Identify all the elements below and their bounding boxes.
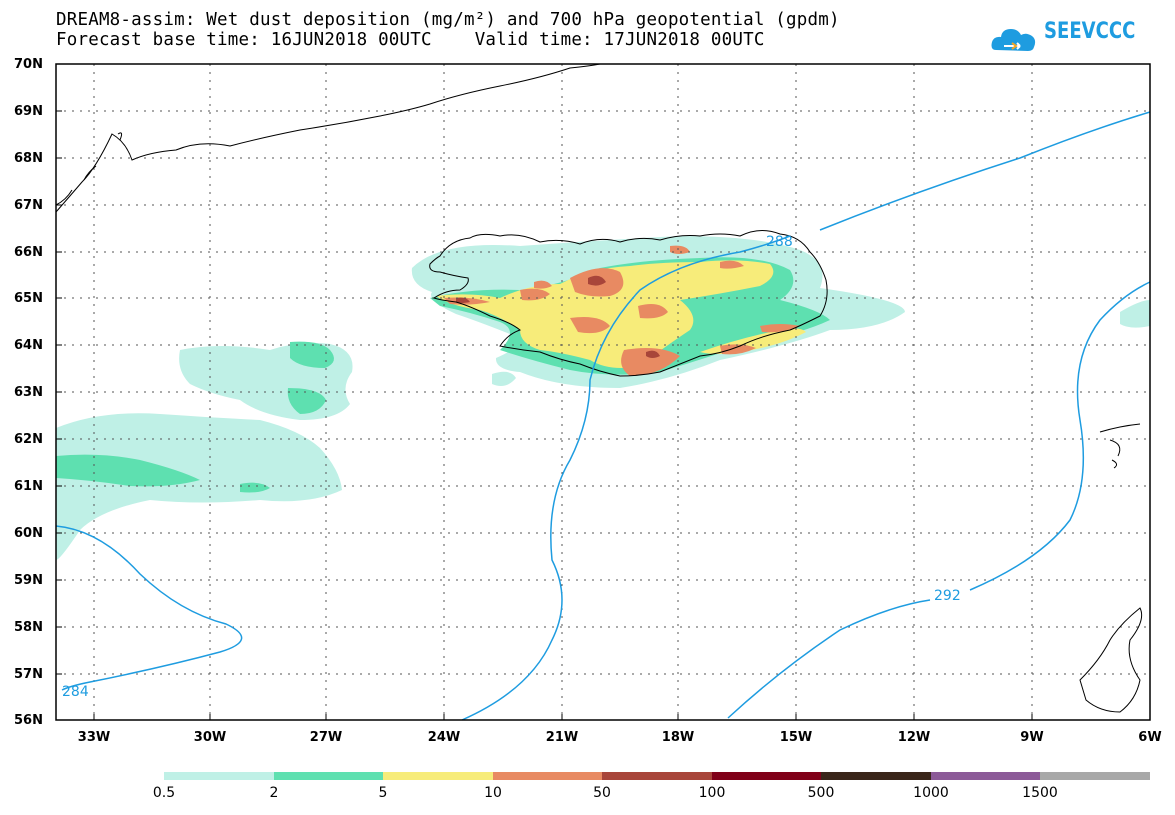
colorbar-label-7: 1000 — [913, 785, 949, 801]
lon-label-21w: 21W — [545, 730, 579, 745]
colorbar-label-2: 5 — [378, 785, 388, 801]
lat-label-70n: 70N — [14, 57, 43, 72]
contour-label-284: 284 — [62, 684, 89, 700]
colorbar-label-0: 0.5 — [152, 785, 176, 801]
lat-label-67n: 67N — [14, 198, 43, 213]
lat-label-60n: 60N — [14, 526, 43, 541]
axis-ticks — [56, 110, 1033, 720]
lon-label-6w: 6W — [1138, 730, 1162, 745]
contour-label-288: 288 — [766, 234, 793, 250]
graticule — [56, 64, 1150, 720]
map-title: DREAM8-assim: Wet dust deposition (mg/m²… — [56, 10, 840, 30]
lat-label-68n: 68N — [14, 151, 43, 166]
colorbar-label-4: 50 — [593, 785, 611, 801]
lat-label-63n: 63N — [14, 385, 43, 400]
colorbar-label-6: 500 — [807, 785, 835, 801]
geopotential-contours — [55, 111, 1151, 721]
lat-label-58n: 58N — [14, 620, 43, 635]
lon-label-33w: 33W — [77, 730, 111, 745]
colorbar-label-1: 2 — [269, 785, 279, 801]
lon-label-15w: 15W — [779, 730, 813, 745]
map-subtitle: Forecast base time: 16JUN2018 00UTC Vali… — [56, 30, 765, 50]
lat-label-66n: 66N — [14, 245, 43, 260]
lat-label-61n: 61N — [14, 479, 43, 494]
colorbar-label-3: 10 — [484, 785, 502, 801]
cloud-logo-icon — [991, 29, 1036, 51]
lat-label-57n: 57N — [14, 667, 43, 682]
colorbar-label-8: 1500 — [1022, 785, 1058, 801]
lat-label-56n: 56N — [14, 713, 43, 728]
logo-text: SEEVCCC — [1044, 19, 1136, 44]
lat-label-64n: 64N — [14, 338, 43, 353]
lon-label-24w: 24W — [427, 730, 461, 745]
lat-label-65n: 65N — [14, 291, 43, 306]
lon-label-18w: 18W — [661, 730, 695, 745]
coastline — [55, 63, 1143, 713]
lat-label-62n: 62N — [14, 432, 43, 447]
deposition-shading — [56, 236, 1150, 560]
colorbar-label-5: 100 — [698, 785, 726, 801]
lat-label-59n: 59N — [14, 573, 43, 588]
colorbar — [164, 772, 1150, 780]
lon-label-30w: 30W — [193, 730, 227, 745]
lat-label-69n: 69N — [14, 104, 43, 119]
contour-label-292: 292 — [934, 588, 961, 604]
lon-label-27w: 27W — [309, 730, 343, 745]
lon-label-9w: 9W — [1020, 730, 1044, 745]
lon-label-12w: 12W — [897, 730, 931, 745]
